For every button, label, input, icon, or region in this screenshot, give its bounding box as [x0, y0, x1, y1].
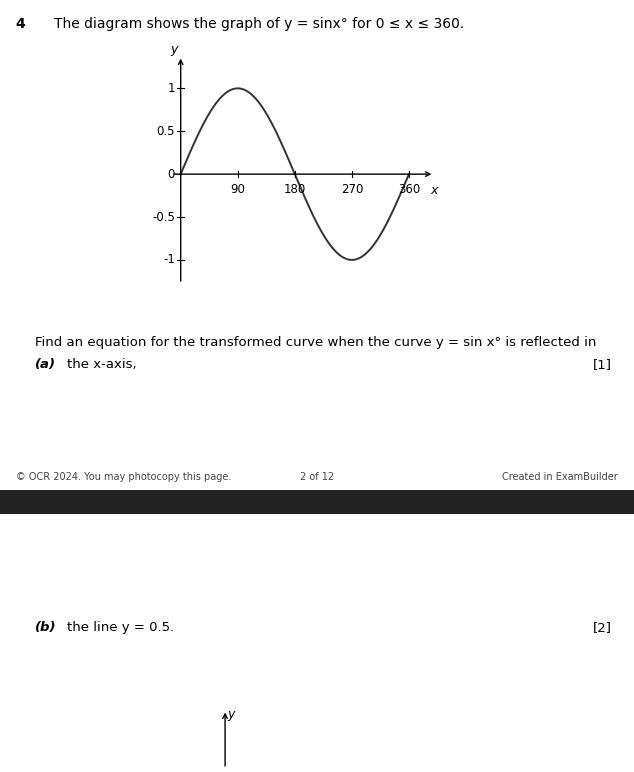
Text: -0.5: -0.5: [152, 211, 175, 224]
Text: 0: 0: [167, 168, 175, 181]
Text: (b): (b): [35, 621, 56, 635]
Text: © OCR 2024. You may photocopy this page.: © OCR 2024. You may photocopy this page.: [16, 472, 231, 482]
Text: -1: -1: [163, 253, 175, 266]
Text: The diagram shows the graph of y = sinx° for 0 ≤ x ≤ 360.: The diagram shows the graph of y = sinx°…: [54, 17, 464, 31]
Text: (a): (a): [35, 358, 56, 371]
Text: [2]: [2]: [593, 621, 612, 635]
Text: Created in ExamBuilder: Created in ExamBuilder: [502, 472, 618, 482]
Text: 4: 4: [16, 17, 25, 31]
Text: 90: 90: [230, 183, 245, 196]
Text: the line y = 0.5.: the line y = 0.5.: [67, 621, 174, 635]
Text: y: y: [171, 42, 178, 56]
Text: Find an equation for the transformed curve when the curve y = sin x° is reflecte: Find an equation for the transformed cur…: [35, 336, 596, 349]
Text: y: y: [227, 709, 235, 721]
Text: x: x: [430, 185, 437, 198]
Text: 360: 360: [398, 183, 420, 196]
Text: [1]: [1]: [593, 358, 612, 371]
Text: 0.5: 0.5: [157, 125, 175, 137]
Text: 180: 180: [283, 183, 306, 196]
Text: 1: 1: [167, 82, 175, 95]
Text: the x-axis,: the x-axis,: [67, 358, 136, 371]
Text: 270: 270: [340, 183, 363, 196]
Text: 2 of 12: 2 of 12: [300, 472, 334, 482]
